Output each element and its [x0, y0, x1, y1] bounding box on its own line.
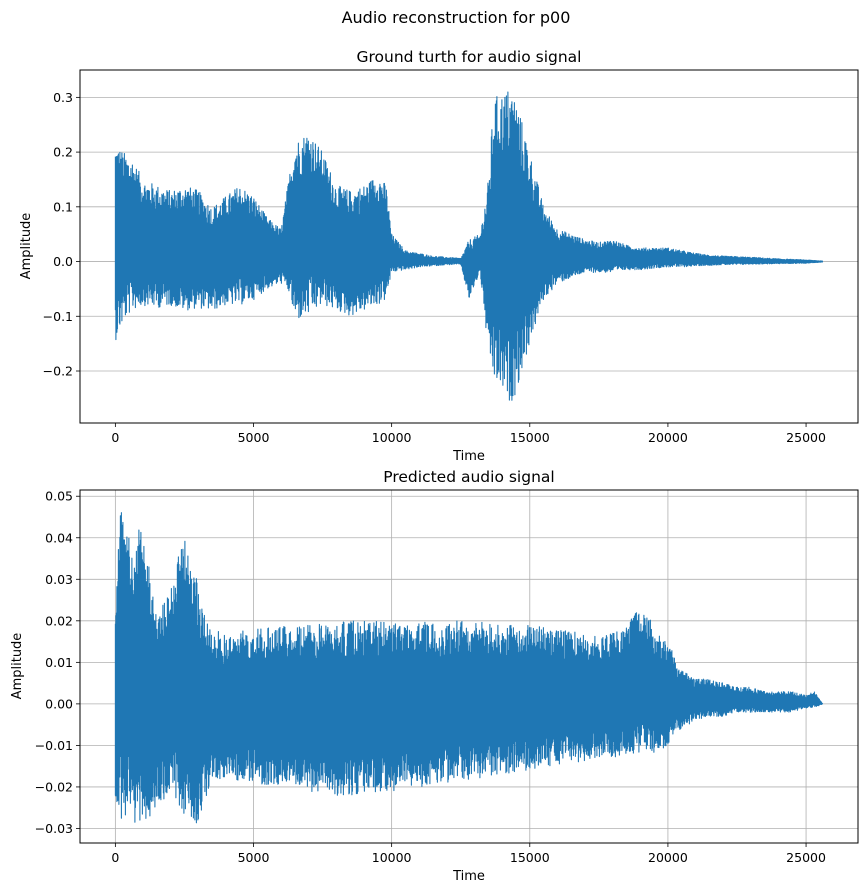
y-tick-label: 0.0: [53, 254, 73, 269]
subplot-1-signal: [114, 91, 824, 401]
subplot-1-y-ticks: −0.2 −0.1 0.0 0.1 0.2 0.3: [43, 90, 80, 379]
y-tick-label: 0.00: [45, 696, 73, 711]
subplot-1-axes-frame: [79, 69, 859, 424]
figure-suptitle: Audio reconstruction for p00: [342, 8, 571, 27]
subplot-predicted: 0 5000 10000 15000 20000 25000 −0.03−0.02−0.0…: [10, 468, 859, 884]
y-tick-label: −0.2: [43, 364, 73, 379]
y-tick-label: −0.03: [35, 821, 73, 836]
y-tick-label: 0.02: [45, 613, 73, 628]
x-tick-label: 15000: [510, 430, 550, 445]
y-tick-label: 0.2: [53, 145, 73, 160]
subplot-1-title: Ground turth for audio signal: [356, 48, 581, 66]
y-tick-label: 0.1: [53, 199, 73, 214]
x-tick-label: 10000: [372, 430, 412, 445]
x-tick-label: 25000: [786, 850, 826, 865]
y-tick-label: −0.1: [43, 309, 73, 324]
y-tick-label: −0.01: [35, 738, 73, 753]
y-tick-label: 0.01: [45, 655, 73, 670]
subplot-2-y-label: Amplitude: [10, 633, 25, 700]
y-tick-label: 0.3: [53, 90, 73, 105]
subplot-1-y-label: Amplitude: [19, 213, 34, 280]
subplot-1-x-ticks: 0 5000 10000 15000 20000 25000: [111, 423, 826, 445]
subplot-2-title: Predicted audio signal: [383, 468, 554, 486]
waveform-line: [114, 512, 823, 824]
x-tick-label: 5000: [238, 430, 270, 445]
subplot-2-x-ticks: 0 5000 10000 15000 20000 25000: [111, 843, 826, 865]
waveform-line: [114, 91, 824, 401]
subplot-2-axes-frame: [79, 489, 859, 844]
x-tick-label: 5000: [238, 850, 270, 865]
x-tick-label: 0: [111, 430, 119, 445]
subplot-ground-truth: 0 5000 10000 15000 20000 25000 −0.2 −0.1 0.0 0.1…: [19, 48, 859, 464]
x-tick-label: 15000: [510, 850, 550, 865]
subplot-1-x-label: Time: [452, 449, 485, 464]
subplot-2-x-label: Time: [452, 869, 485, 884]
x-tick-label: 10000: [372, 850, 412, 865]
x-tick-label: 20000: [648, 850, 688, 865]
x-tick-label: 25000: [786, 430, 826, 445]
y-tick-label: 0.04: [45, 530, 73, 545]
y-tick-label: −0.02: [35, 779, 73, 794]
subplot-2-signal: [114, 512, 823, 824]
y-tick-label: 0.03: [45, 572, 73, 587]
subplot-2-y-ticks: −0.03 −0.02 −0.01 0.00 0.01 0.02 0.03 0.04 0.05: [35, 489, 80, 836]
x-tick-label: 20000: [648, 430, 688, 445]
y-tick-label: 0.05: [45, 489, 73, 504]
x-tick-label: 0: [111, 850, 119, 865]
